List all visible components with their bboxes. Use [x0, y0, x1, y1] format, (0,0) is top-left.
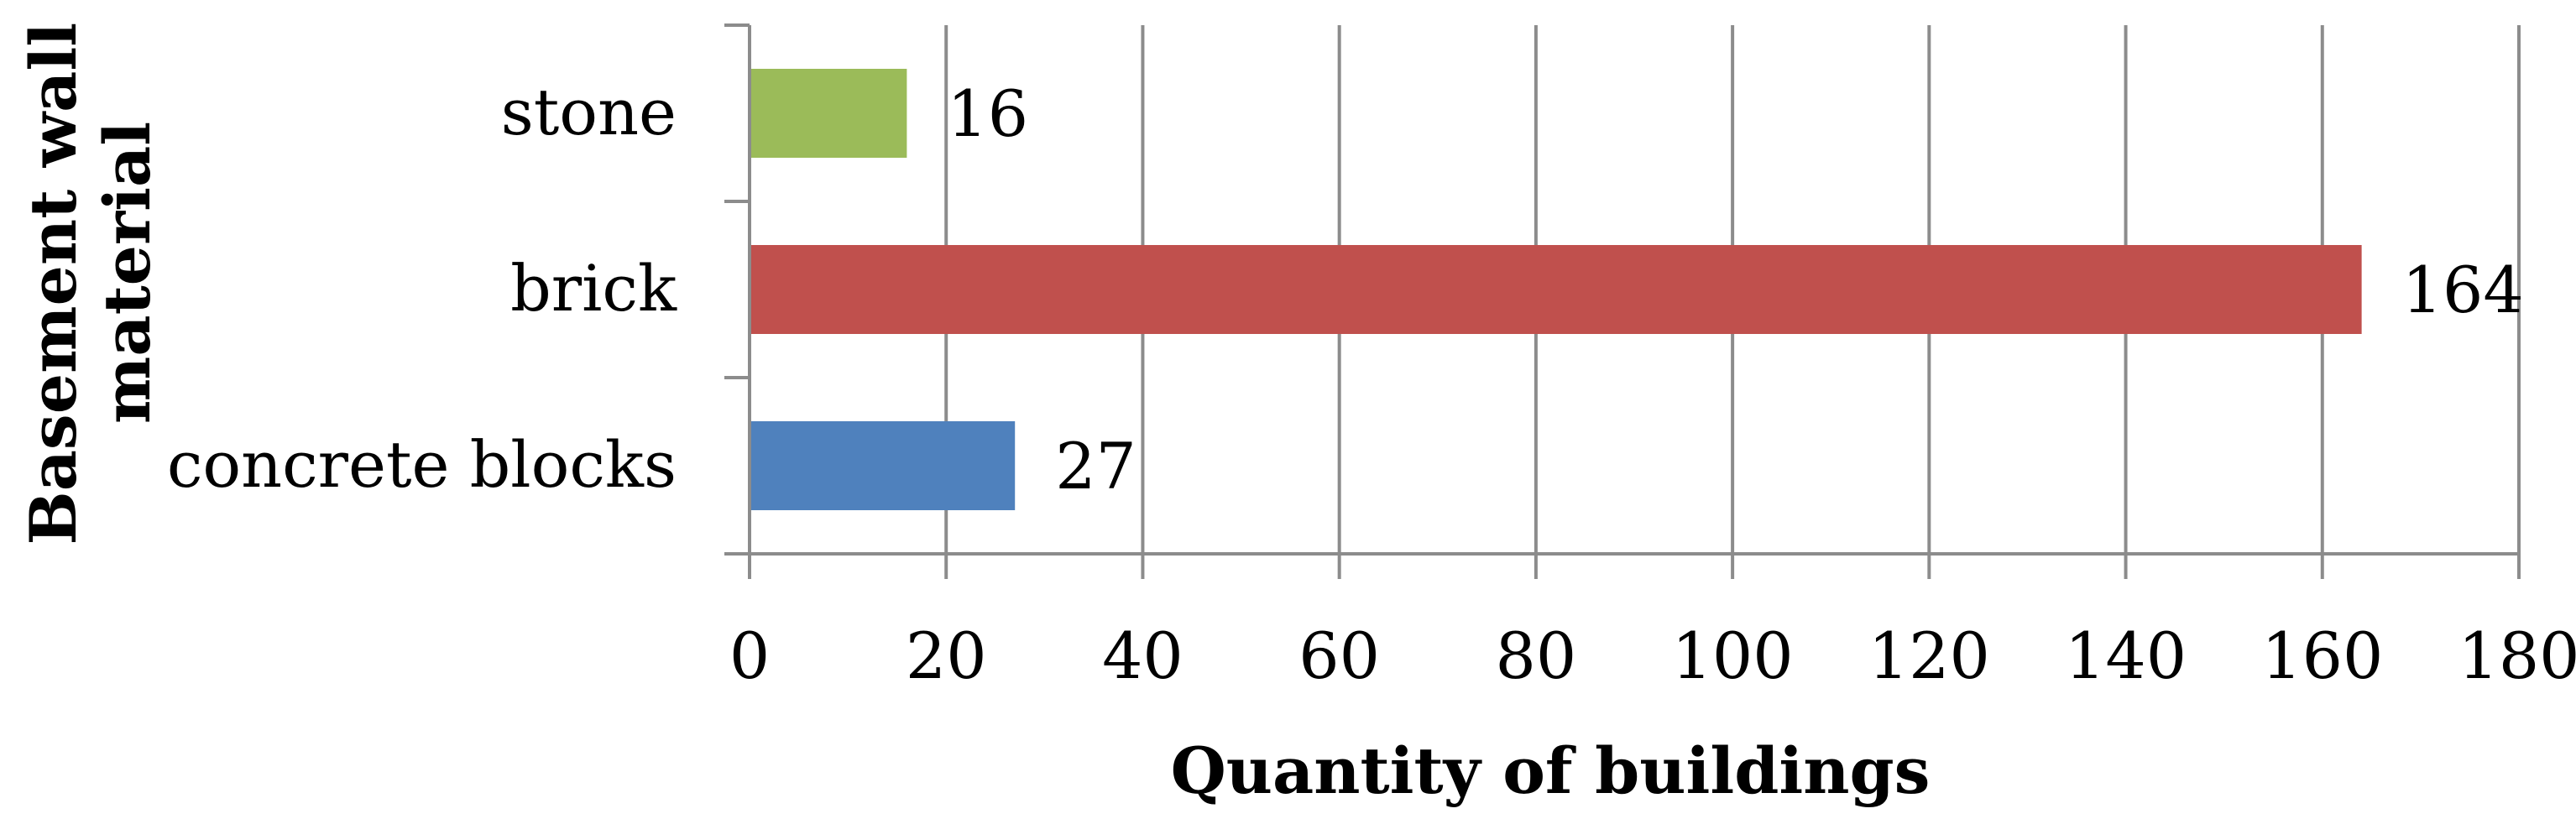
y-axis-title-line-2: material [90, 122, 165, 424]
data-label: 164 [2402, 253, 2524, 327]
y-category-label: brick [510, 251, 677, 326]
x-tick-label: 100 [1672, 618, 1794, 693]
data-label: 16 [947, 76, 1028, 151]
bar-brick [751, 245, 2362, 334]
x-tick-label: 120 [1868, 618, 1990, 693]
bar-concrete-blocks [751, 421, 1016, 510]
data-label: 27 [1055, 429, 1136, 503]
axes [724, 23, 2521, 579]
x-tick-label: 20 [906, 618, 987, 693]
x-tick-label: 140 [2065, 618, 2187, 693]
bar-stone [751, 69, 907, 158]
x-tick-label: 0 [729, 618, 770, 693]
x-tick-label: 40 [1102, 618, 1183, 693]
x-tick-label: 160 [2261, 618, 2383, 693]
bars [751, 69, 2362, 510]
x-axis-title: Quantity of buildings [1171, 733, 1931, 808]
x-tick-label: 180 [2458, 618, 2576, 693]
y-axis-title: Basement wall material [16, 0, 165, 545]
y-category-label: stone [501, 75, 677, 149]
y-category-label: concrete blocks [167, 427, 677, 502]
x-tick-label: 80 [1496, 618, 1577, 693]
x-tick-label: 60 [1298, 618, 1380, 693]
labels: 0 20 40 60 80 100 120 140 160 180 stone 16 brick 164 c… [167, 75, 2576, 693]
y-axis-title-line-1: Basement wall [16, 23, 91, 545]
